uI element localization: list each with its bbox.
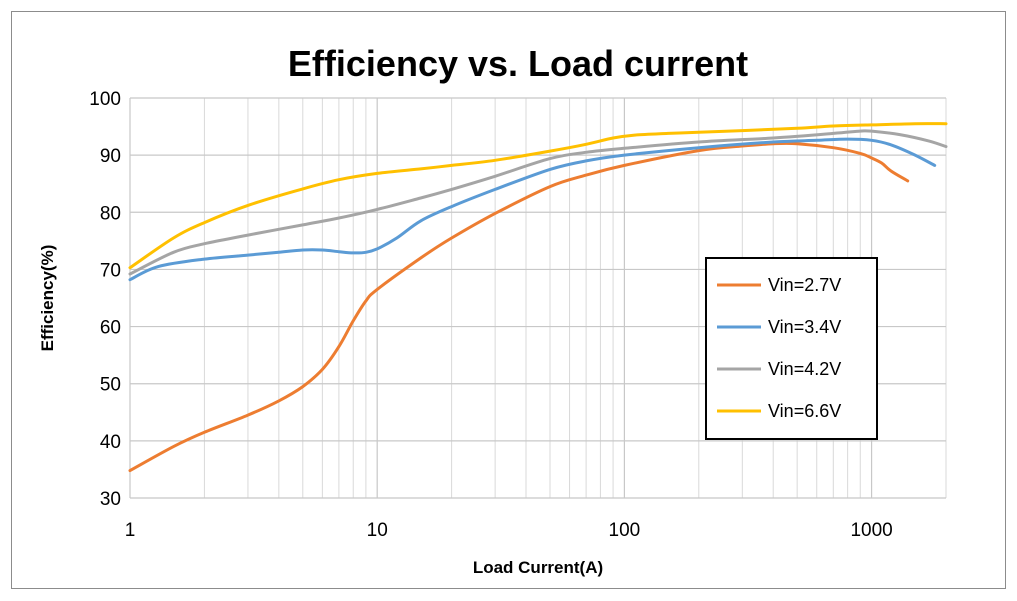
y-tick-label: 50 bbox=[100, 375, 121, 396]
x-tick-label: 10 bbox=[367, 520, 388, 541]
series-line-2 bbox=[128, 137, 937, 282]
x-axis-title: Load Current(A) bbox=[473, 558, 603, 577]
series-line-4 bbox=[128, 122, 948, 270]
x-tick-label: 100 bbox=[609, 520, 641, 541]
y-tick-labels: 30 40 50 60 70 80 90 100 bbox=[89, 89, 121, 510]
legend: Vin=2.7V Vin=3.4V Vin=4.2V Vin=6.6V bbox=[705, 257, 878, 440]
y-tick-label: 60 bbox=[100, 318, 121, 339]
y-tick-label: 40 bbox=[100, 432, 121, 453]
legend-label-2: Vin=3.4V bbox=[768, 317, 841, 337]
legend-label-1: Vin=2.7V bbox=[768, 275, 841, 295]
series-line-1 bbox=[128, 141, 910, 473]
y-axis-title: Efficiency(%) bbox=[38, 245, 57, 352]
x-tick-label: 1 bbox=[125, 520, 136, 541]
y-tick-label: 90 bbox=[100, 146, 121, 167]
y-tick-label: 70 bbox=[100, 260, 121, 281]
legend-box bbox=[705, 257, 878, 440]
series-line-3 bbox=[128, 129, 948, 276]
y-tick-label: 30 bbox=[100, 489, 121, 510]
x-tick-label: 1000 bbox=[850, 520, 892, 541]
x-tick-labels: 1 10 100 1000 bbox=[125, 520, 893, 541]
y-tick-label: 100 bbox=[89, 89, 121, 110]
series-lines bbox=[128, 122, 948, 473]
y-tick-label: 80 bbox=[100, 203, 121, 224]
legend-label-4: Vin=6.6V bbox=[768, 401, 841, 421]
legend-label-3: Vin=4.2V bbox=[768, 359, 841, 379]
grid-major bbox=[129, 97, 946, 499]
chart-title: Efficiency vs. Load current bbox=[288, 43, 748, 84]
